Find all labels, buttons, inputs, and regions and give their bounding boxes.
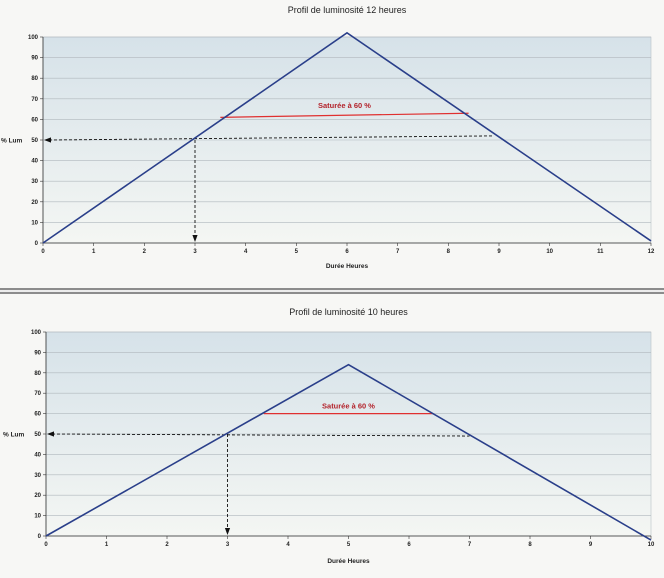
y-tick-label: 50	[31, 138, 38, 144]
x-tick-label: 1	[105, 542, 109, 548]
x-axis-label: Durée Heures	[326, 263, 369, 270]
panel-separator	[0, 288, 664, 294]
x-tick-label: 7	[396, 249, 400, 255]
x-tick-label: 9	[589, 542, 593, 548]
x-tick-label: 6	[407, 542, 411, 548]
x-tick-label: 9	[497, 249, 501, 255]
x-tick-label: 2	[143, 249, 147, 255]
x-tick-label: 1	[92, 249, 96, 255]
x-tick-label: 10	[546, 249, 553, 255]
series-line	[45, 363, 652, 541]
saturation-label: Saturée à 60 %	[318, 101, 371, 110]
y-tick-label: 0	[38, 534, 42, 540]
x-axis-label: Durée Heures	[327, 558, 370, 565]
x-tick-label: 0	[41, 249, 45, 255]
y-tick-label: 30	[31, 179, 38, 185]
chart-panel-10h: 0 10 20 30 40 50 60 70 80 90 100 0 1 2 3 4 5 6 7 8 9 10 Profil…	[0, 294, 664, 578]
chart-10h: 0 10 20 30 40 50 60 70 80 90 100 0 1 2 3 4 5 6 7 8 9 10 Profil…	[3, 307, 655, 565]
x-tick-label: 0	[44, 542, 48, 548]
y-tick-label: 10	[31, 220, 38, 226]
y-axis-label: % Lum	[1, 138, 23, 145]
y-tick-label: 80	[34, 371, 41, 377]
x-tick-label: 8	[447, 249, 451, 255]
x-tick-label: 7	[468, 542, 472, 548]
chart-title: Profil de luminosité 10 heures	[289, 307, 408, 317]
x-tick-label: 8	[528, 542, 532, 548]
chart-title: Profil de luminosité 12 heures	[288, 5, 407, 15]
x-tick-label: 10	[648, 542, 655, 548]
x-tick-label: 4	[286, 542, 290, 548]
x-tick-label: 5	[295, 249, 299, 255]
guide-horizontal	[48, 135, 494, 141]
x-tick-label: 12	[648, 249, 655, 255]
y-tick-label: 20	[34, 493, 41, 499]
x-tick-label: 5	[347, 542, 351, 548]
saturation-label: Saturée à 60 %	[322, 402, 375, 411]
guide-arrowhead-left	[44, 137, 51, 143]
y-tick-label: 70	[34, 391, 41, 397]
x-tick-label: 2	[165, 542, 169, 548]
guide-arrowhead-down	[192, 235, 198, 242]
y-tick-label: 50	[34, 432, 41, 438]
y-tick-label: 100	[31, 330, 42, 336]
x-tick-label: 3	[193, 249, 197, 255]
saturation-line	[220, 112, 469, 118]
y-tick-label: 40	[31, 159, 38, 165]
chart-panel-12h: 0 10 20 30 40 50 60 70 80 90 100 0 1 2 3 4 5 6 7 8 9 10 11 12 Pr…	[0, 0, 664, 288]
x-tick-label: 6	[345, 249, 349, 255]
guide-arrowhead-left	[47, 431, 54, 437]
y-tick-label: 60	[31, 117, 38, 123]
x-tick-label: 4	[244, 249, 248, 255]
y-axis-label: % Lum	[3, 432, 25, 439]
y-tick-label: 90	[34, 350, 41, 356]
y-tick-label: 70	[31, 97, 38, 103]
x-tick-label: 11	[597, 249, 604, 255]
y-tick-label: 20	[31, 200, 38, 206]
y-tick-label: 100	[28, 35, 39, 41]
y-tick-label: 30	[34, 473, 41, 479]
guide-arrowhead-down	[224, 528, 231, 535]
guide-horizontal	[51, 433, 470, 437]
series-line	[42, 31, 652, 244]
y-tick-label: 90	[31, 56, 38, 62]
y-tick-label: 80	[31, 76, 38, 82]
x-tick-label: 3	[226, 542, 230, 548]
y-tick-label: 10	[34, 514, 41, 520]
y-tick-label: 40	[34, 452, 41, 458]
y-tick-label: 60	[34, 412, 41, 418]
y-tick-label: 0	[35, 241, 39, 247]
